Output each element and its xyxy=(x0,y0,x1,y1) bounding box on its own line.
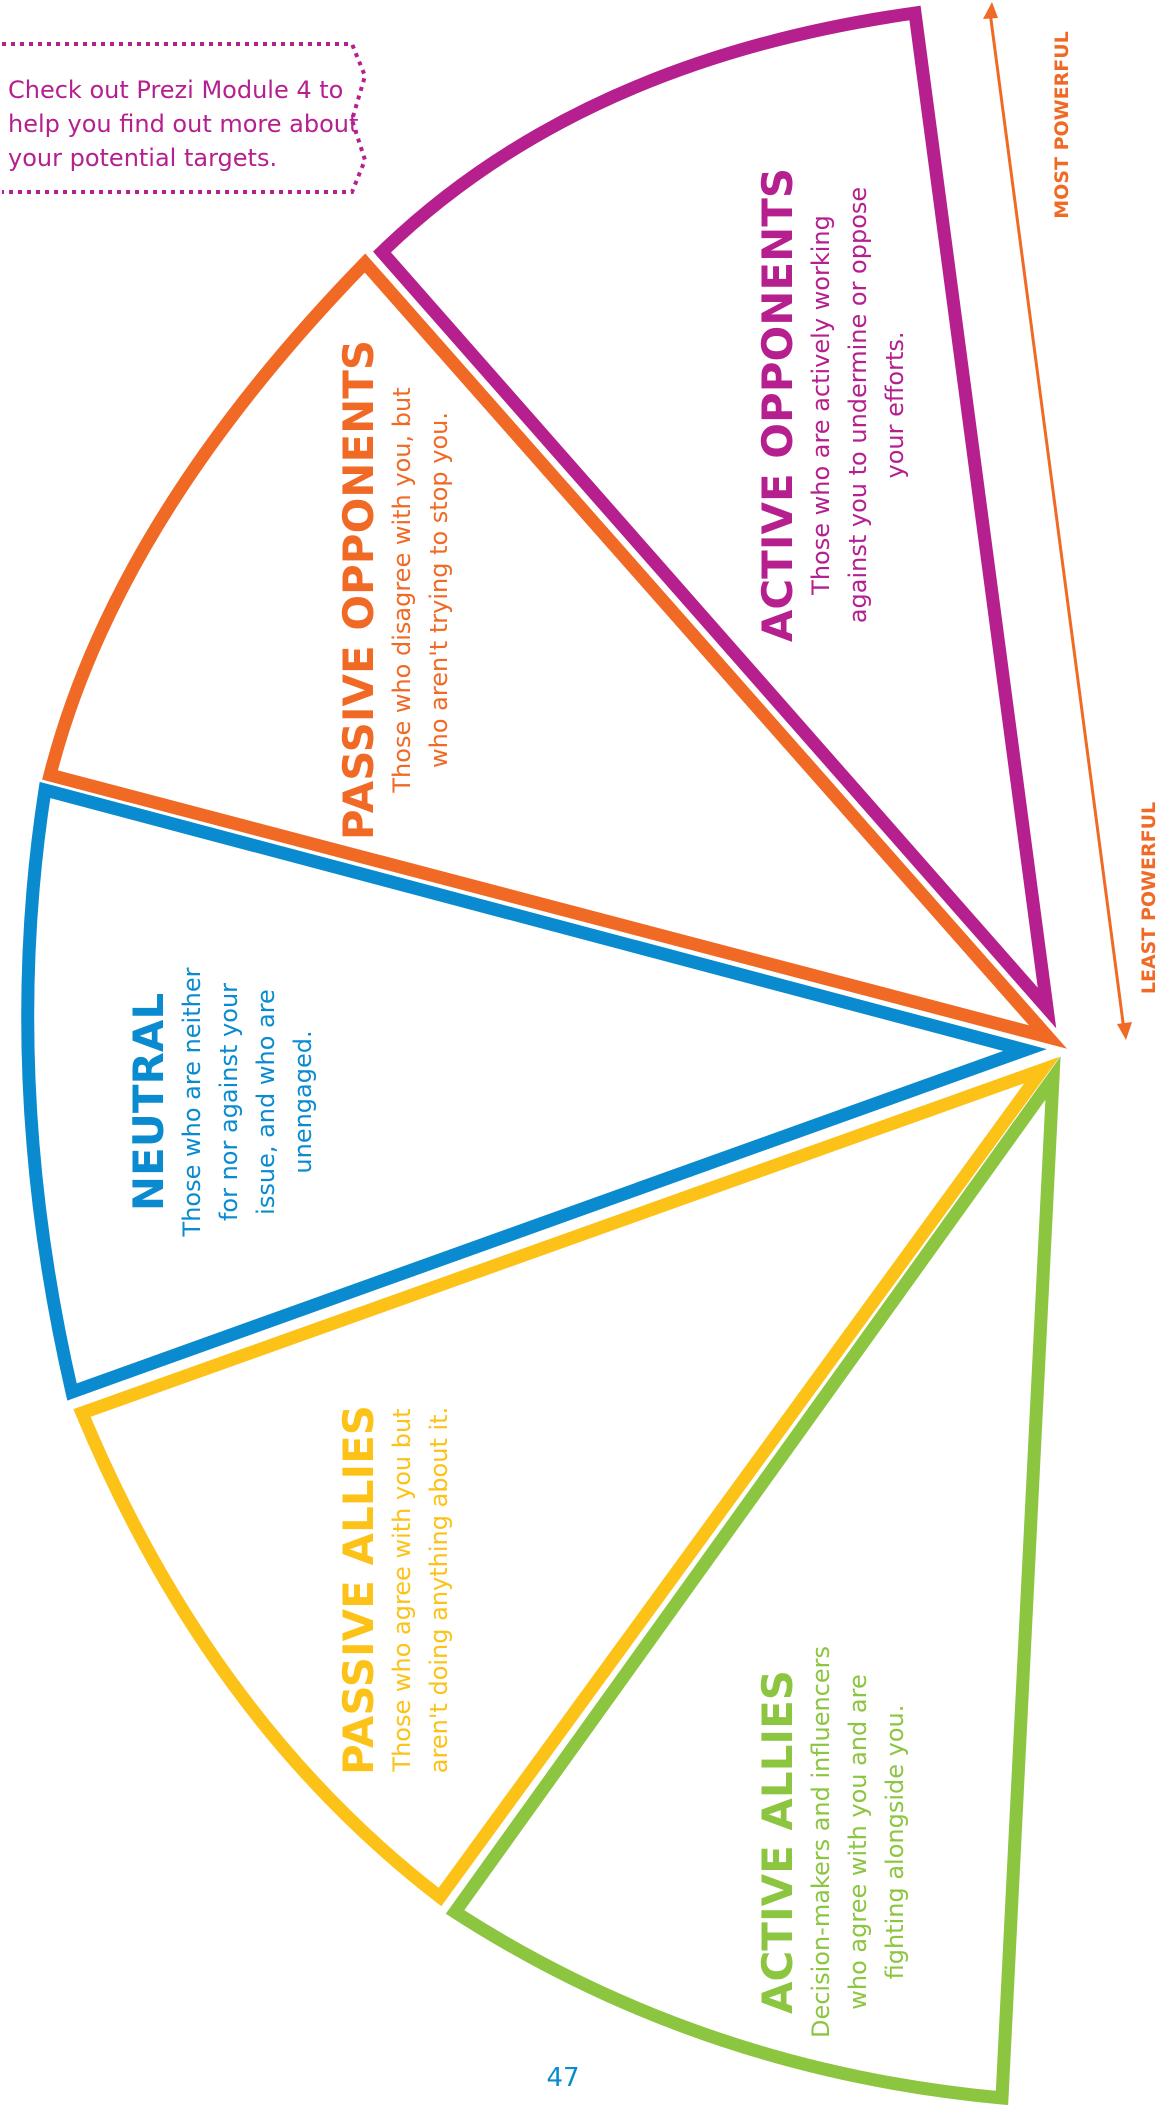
desc-passive-opponents-1: Those who disagree with you, but xyxy=(388,387,416,793)
desc-active-opponents-2: against you to undermine or oppose xyxy=(844,187,872,623)
arrow-up-icon xyxy=(983,2,998,19)
desc-active-allies-2: who agree with you and are xyxy=(844,1674,872,2009)
title-passive-allies: PASSIVE ALLIES xyxy=(334,1405,383,1775)
desc-active-opponents-1: Those who are actively working xyxy=(807,215,835,596)
title-active-opponents: ACTIVE OPPONENTS xyxy=(753,168,802,642)
title-active-allies: ACTIVE ALLIES xyxy=(753,1670,802,2014)
desc-passive-opponents-2: who aren't trying to stop you. xyxy=(425,412,453,768)
title-neutral: NEUTRAL xyxy=(124,993,173,1211)
callout-line-1: Check out Prezi Module 4 to xyxy=(8,76,343,104)
power-axis-line xyxy=(988,11,1126,1031)
most-powerful-label: MOST POWERFUL xyxy=(1051,31,1073,218)
desc-active-allies-3: fighting alongside you. xyxy=(881,1705,909,1980)
desc-neutral-4: unengaged. xyxy=(289,1030,317,1173)
desc-neutral-1: Those who are neither xyxy=(178,967,206,1237)
label-passive-allies: PASSIVE ALLIES Those who agree with you … xyxy=(334,1405,453,1775)
label-active-opponents: ACTIVE OPPONENTS Those who are actively … xyxy=(753,168,909,642)
label-passive-opponents: PASSIVE OPPONENTS Those who disagree wit… xyxy=(334,340,453,840)
desc-active-allies-1: Decision-makers and influencers xyxy=(807,1646,835,2038)
page-number: 47 xyxy=(546,2063,579,2093)
desc-active-opponents-3: your efforts. xyxy=(881,332,909,479)
title-passive-opponents: PASSIVE OPPONENTS xyxy=(334,340,383,840)
desc-passive-allies-1: Those who agree with you but xyxy=(388,1408,416,1772)
label-neutral: NEUTRAL Those who are neither for nor ag… xyxy=(124,967,317,1237)
desc-neutral-3: issue, and who are xyxy=(252,989,280,1215)
desc-neutral-2: for nor against your xyxy=(215,983,243,1221)
callout-line-2: help you find out more about xyxy=(8,110,358,138)
callout-line-3: your potential targets. xyxy=(8,144,277,172)
arrow-down-icon xyxy=(1117,1022,1132,1040)
wedge-passive-allies xyxy=(73,1056,1060,1907)
wedge-active-opponents xyxy=(373,5,1057,1029)
callout-box: Check out Prezi Module 4 to help you fin… xyxy=(2,42,368,194)
wedge-active-allies xyxy=(445,1056,1061,2105)
wedge-passive-opponents xyxy=(42,253,1068,1049)
least-powerful-label: LEAST POWERFUL xyxy=(1138,802,1160,994)
wedge-neutral xyxy=(21,781,1047,1401)
desc-passive-allies-2: aren't doing anything about it. xyxy=(425,1407,453,1773)
power-axis: MOST POWERFUL LEAST POWERFUL xyxy=(983,2,1160,1040)
label-active-allies: ACTIVE ALLIES Decision-makers and influe… xyxy=(753,1646,909,2038)
